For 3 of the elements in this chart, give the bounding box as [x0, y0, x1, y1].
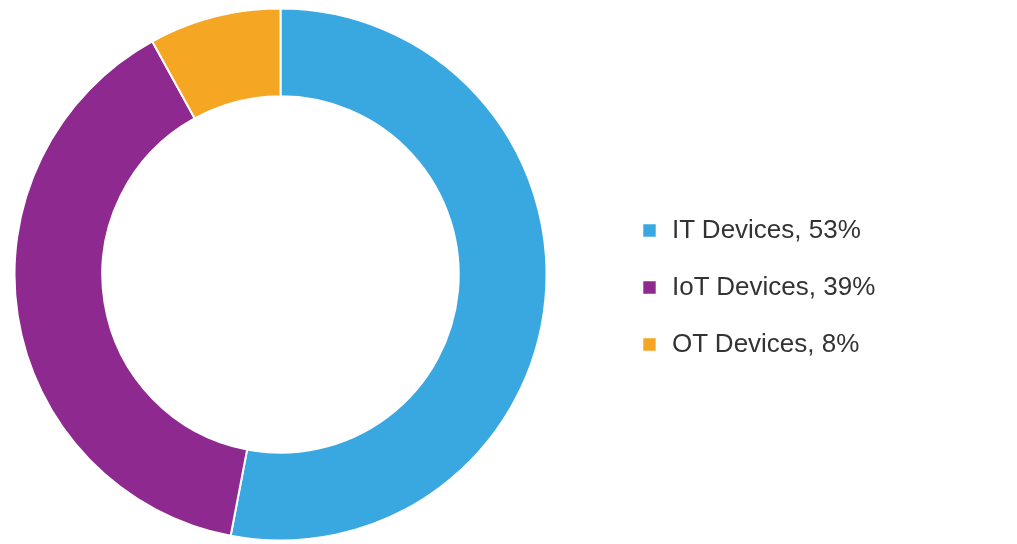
legend-label: IoT Devices, 39%: [672, 271, 876, 302]
legend-label: IT Devices, 53%: [672, 214, 861, 245]
legend-label: OT Devices, 8%: [672, 328, 860, 359]
